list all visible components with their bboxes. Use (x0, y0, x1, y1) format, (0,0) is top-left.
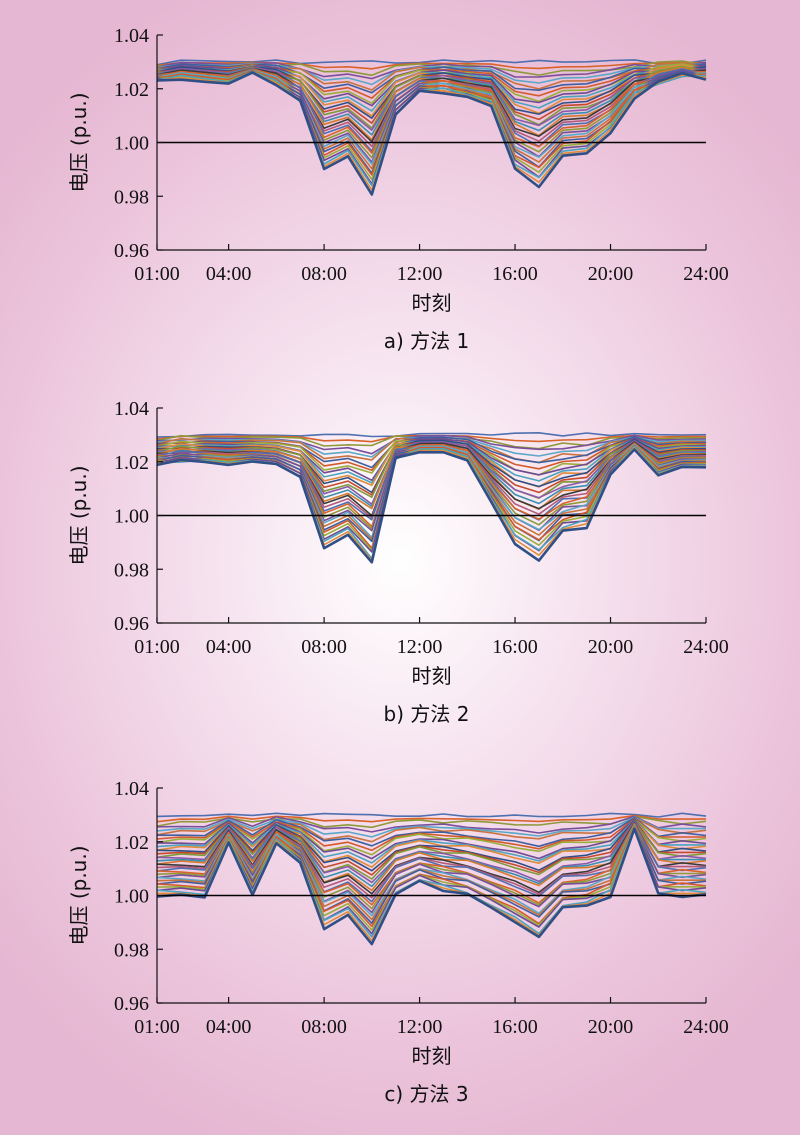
series-line-3-5 (156, 816, 706, 838)
chart-panel-1: 0.96 0.98 1.00 1.02 1.04 01:00 04:00 08:00 12:00… (67, 25, 729, 353)
y-tick-label: 1.02 (114, 832, 149, 854)
series-line-2-4 (156, 434, 707, 455)
series-line-3-19 (156, 822, 707, 895)
x-tick-label: 12:00 (397, 636, 443, 658)
y-tick-label: 1.04 (114, 398, 149, 420)
x-tick-label: 08:00 (301, 636, 347, 658)
series-line-3-20 (156, 822, 706, 899)
x-tick-label: 12:00 (397, 263, 443, 285)
x-tick-label: 20:00 (588, 1016, 634, 1038)
y-tick-label: 0.96 (114, 613, 149, 635)
series-line-3-4 (156, 815, 707, 834)
series-line-3-17 (156, 821, 706, 888)
y-axis-label: 电压 (p.u.) (67, 465, 91, 565)
series-line-3-11 (156, 819, 706, 864)
series-line-2-33 (156, 448, 707, 564)
x-tick-label: 20:00 (588, 263, 634, 285)
x-tick-label: 24:00 (683, 263, 729, 285)
series-line-3-14 (156, 820, 706, 876)
series-line-3-33 (156, 827, 707, 946)
x-tick-label: 01:00 (134, 263, 180, 285)
x-tick-label: 04:00 (206, 1016, 252, 1038)
y-tick-label: 0.98 (114, 559, 149, 581)
y-tick-label: 1.02 (114, 79, 149, 101)
y-tick-label: 0.96 (114, 993, 149, 1015)
series-line-3-7 (157, 816, 707, 848)
x-tick-label: 04:00 (206, 636, 252, 658)
x-tick-label: 08:00 (301, 1016, 347, 1038)
series-line-3-13 (156, 819, 707, 872)
y-axis-label: 电压 (p.u.) (67, 92, 91, 192)
x-axis-label: 时刻 (412, 664, 452, 688)
series-line-3-23 (156, 823, 706, 910)
x-tick-label: 16:00 (492, 263, 538, 285)
x-tick-label: 04:00 (206, 263, 252, 285)
y-tick-label: 0.96 (114, 240, 149, 262)
series-line-3-16 (156, 820, 707, 884)
y-tick-label: 0.98 (114, 186, 149, 208)
x-tick-label: 01:00 (134, 636, 180, 658)
series-line-2-32 (156, 447, 706, 562)
y-tick-label: 1.00 (114, 133, 149, 155)
x-axis-label: 时刻 (412, 291, 452, 315)
series-line-3-22 (156, 823, 707, 906)
x-axis-label: 时刻 (412, 1044, 452, 1068)
chart-caption: a) 方法 1 (384, 329, 470, 353)
y-tick-label: 0.98 (114, 939, 149, 961)
series-line-2-1 (156, 432, 707, 438)
chart-caption: b) 方法 2 (384, 702, 470, 726)
x-tick-label: 12:00 (397, 1016, 443, 1038)
x-tick-label: 08:00 (301, 263, 347, 285)
y-tick-label: 1.04 (114, 25, 149, 47)
series-line-3-8 (156, 817, 706, 852)
series-line-3-1 (156, 812, 707, 818)
x-tick-label: 24:00 (683, 1016, 729, 1038)
series-line-1-33 (156, 71, 707, 196)
y-axis-label: 电压 (p.u.) (67, 845, 91, 945)
x-tick-label: 16:00 (492, 1016, 538, 1038)
x-tick-label: 01:00 (134, 1016, 180, 1038)
series-line-3-10 (156, 818, 707, 860)
y-tick-label: 1.02 (114, 452, 149, 474)
y-tick-label: 1.04 (114, 778, 149, 800)
y-tick-label: 1.00 (114, 886, 149, 908)
x-tick-label: 24:00 (683, 636, 729, 658)
series-line-3-2 (156, 814, 706, 823)
x-tick-label: 20:00 (588, 636, 634, 658)
chart-caption: c) 方法 3 (384, 1082, 468, 1106)
chart-panel-2: 0.96 0.98 1.00 1.02 1.04 01:00 04:00 08:00 12:00… (67, 398, 729, 726)
y-tick-label: 1.00 (114, 506, 149, 528)
chart-panel-3: 0.96 0.98 1.00 1.02 1.04 01:00 04:00 08:00 12:00… (67, 778, 729, 1106)
x-tick-label: 16:00 (492, 636, 538, 658)
